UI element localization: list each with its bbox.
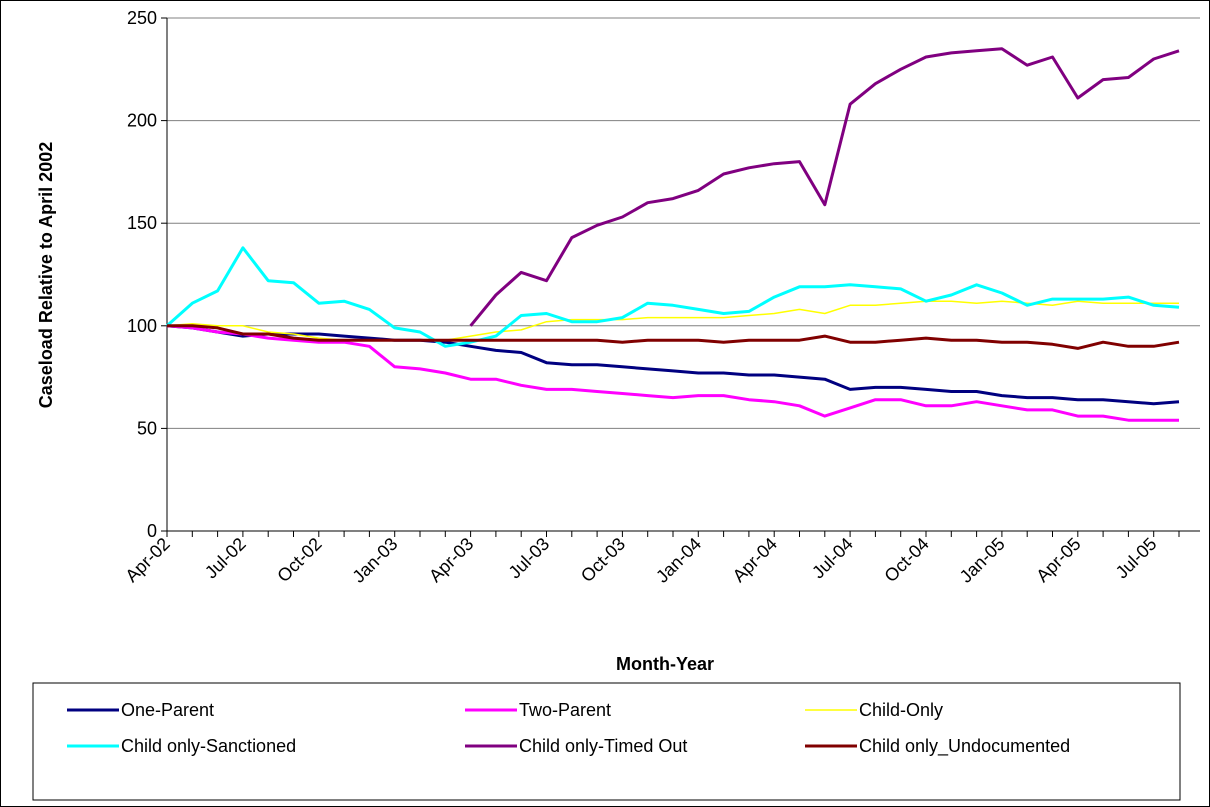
y-tick-label: 0 [147,521,157,541]
legend-label: Child-Only [859,700,943,720]
legend-label: Two-Parent [519,700,611,720]
y-tick-label: 200 [127,111,157,131]
series-line [166,324,1180,406]
legend-label: Child only-Sanctioned [121,736,296,756]
series-line [469,47,1180,327]
y-tick-label: 50 [137,418,157,438]
legend-label: One-Parent [121,700,214,720]
series-line [166,324,1179,422]
y-tick-label: 100 [127,316,157,336]
legend-box [32,682,1181,801]
y-tick-label: 250 [127,8,157,28]
y-tick-label: 150 [127,213,157,233]
series-line [166,246,1180,348]
x-axis-title: Month-Year [616,654,714,674]
y-axis-title: Caseload Relative to April 2002 [36,142,56,408]
legend-label: Child only_Undocumented [859,736,1070,757]
legend-label: Child only-Timed Out [519,736,687,756]
series-line [167,324,1180,350]
